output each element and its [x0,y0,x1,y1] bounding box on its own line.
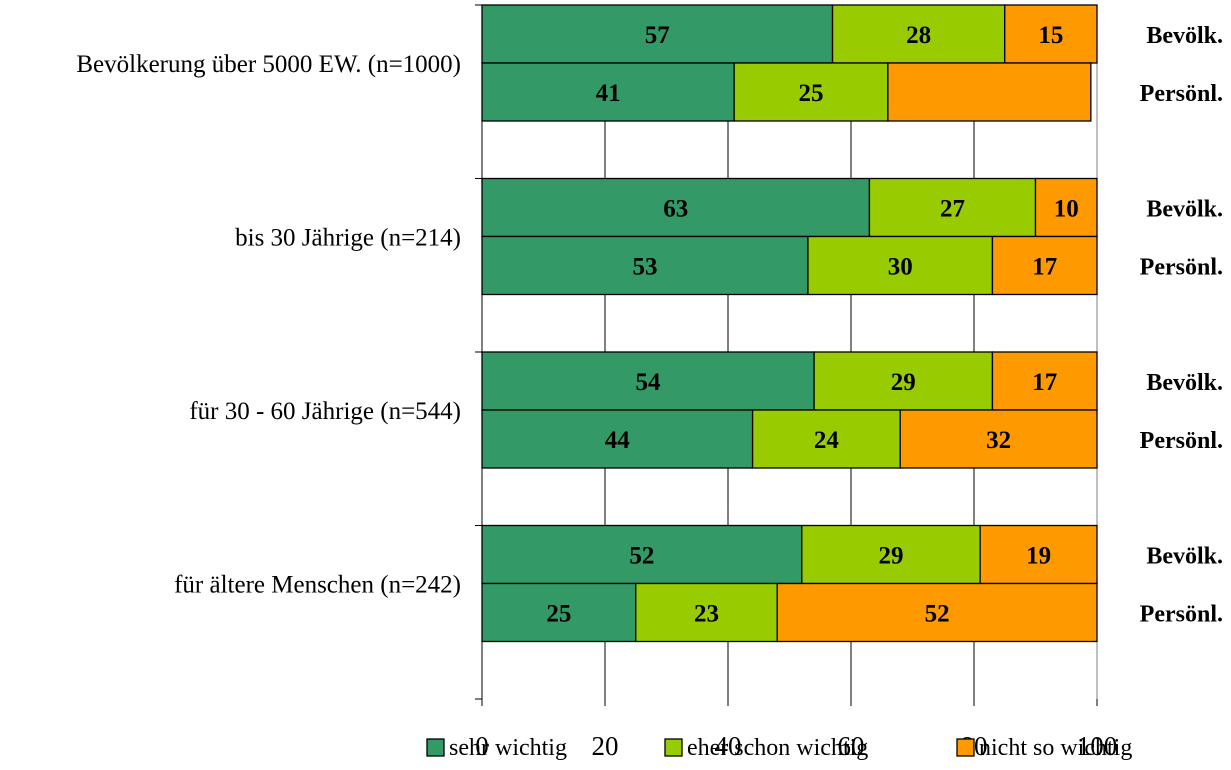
bar-segment [991,351,1098,411]
x-tick-label: 40 [715,731,742,761]
category-label: bis 30 Jährige (n=214) [235,225,461,252]
x-axis: 020406080100 [475,4,1118,761]
bar-segment [899,409,1098,469]
bar-segment [733,62,889,122]
row-label: Persönl. [1140,255,1223,281]
data-label: 32 [986,427,1011,454]
bar-segment [801,524,981,585]
row-label: Persönl. [1140,428,1223,454]
bar-segment [991,235,1098,296]
data-label: 25 [799,80,824,107]
row-label: Bevölk. [1146,197,1223,223]
data-label: 29 [891,369,916,396]
row-labels: Bevölk. Persönl. Bevölk. Persönl. Bevölk. Per… [1140,23,1223,628]
category-label: für ältere Menschen (n=242) [174,572,461,599]
x-tick-label: 60 [838,731,865,761]
data-label: 25 [546,601,571,628]
data-label: 24 [814,427,840,454]
bar-segment [776,582,1098,643]
bar-segment [1034,177,1098,238]
legend: sehr wichtig eher schon wichtig nicht so w… [426,735,1132,761]
x-tick-label: 20 [592,731,619,761]
row-label: Bevölk. [1146,370,1223,396]
bar-segment [481,177,871,238]
data-label: 17 [1032,369,1057,396]
data-label: 54 [636,369,662,396]
bars: 57 28 15 41 25 63 27 10 53 30 17 54 29 17 44 24 32 52 29 19… [481,4,1098,643]
bar-segment [481,4,834,64]
legend-swatch [664,738,683,757]
legend-label: nicht so wichtig [979,735,1132,761]
data-label: 17 [1032,254,1057,281]
legend-label: eher schon wichtig [687,735,868,761]
data-label: 28 [906,22,931,49]
data-label: 19 [1026,543,1051,570]
x-tick-label: 0 [475,731,489,761]
bar-segment [481,409,754,469]
data-label: 63 [663,196,688,223]
legend-swatch [426,738,445,757]
bar-segment [813,351,994,411]
data-label: 30 [888,254,913,281]
category-labels: Bevölkerung über 5000 EW. (n=1000) bis 30… [76,51,461,599]
row-label: Bevölk. [1146,23,1223,49]
row-label: Persönl. [1140,81,1223,107]
data-label: 57 [645,22,670,49]
x-tick-label: 100 [1077,731,1118,761]
data-label: 52 [629,543,654,570]
bar-segment [635,582,778,643]
row-label: Bevölk. [1146,544,1223,570]
data-label: 53 [632,254,657,281]
legend-swatch [956,738,975,757]
row-label: Persönl. [1140,602,1223,628]
data-label: 10 [1054,196,1079,223]
bar-segment [887,62,1092,122]
bar-segment [751,409,901,469]
category-label: Bevölkerung über 5000 EW. (n=1000) [76,51,461,78]
data-label: 27 [940,196,965,223]
bar-segment [481,235,809,296]
data-label: 41 [596,80,621,107]
legend-label: sehr wichtig [449,735,567,761]
bar-segment [481,524,803,585]
data-label: 29 [878,543,903,570]
category-label: für 30 - 60 Jährige (n=544) [189,398,461,425]
data-label: 52 [925,601,950,628]
bar-segment [1004,4,1098,64]
data-label: 44 [605,427,631,454]
bar-segment [868,177,1037,238]
bar-segment [979,524,1098,585]
data-label: 23 [694,601,719,628]
bar-segment [481,62,735,122]
data-label: 15 [1038,22,1063,49]
